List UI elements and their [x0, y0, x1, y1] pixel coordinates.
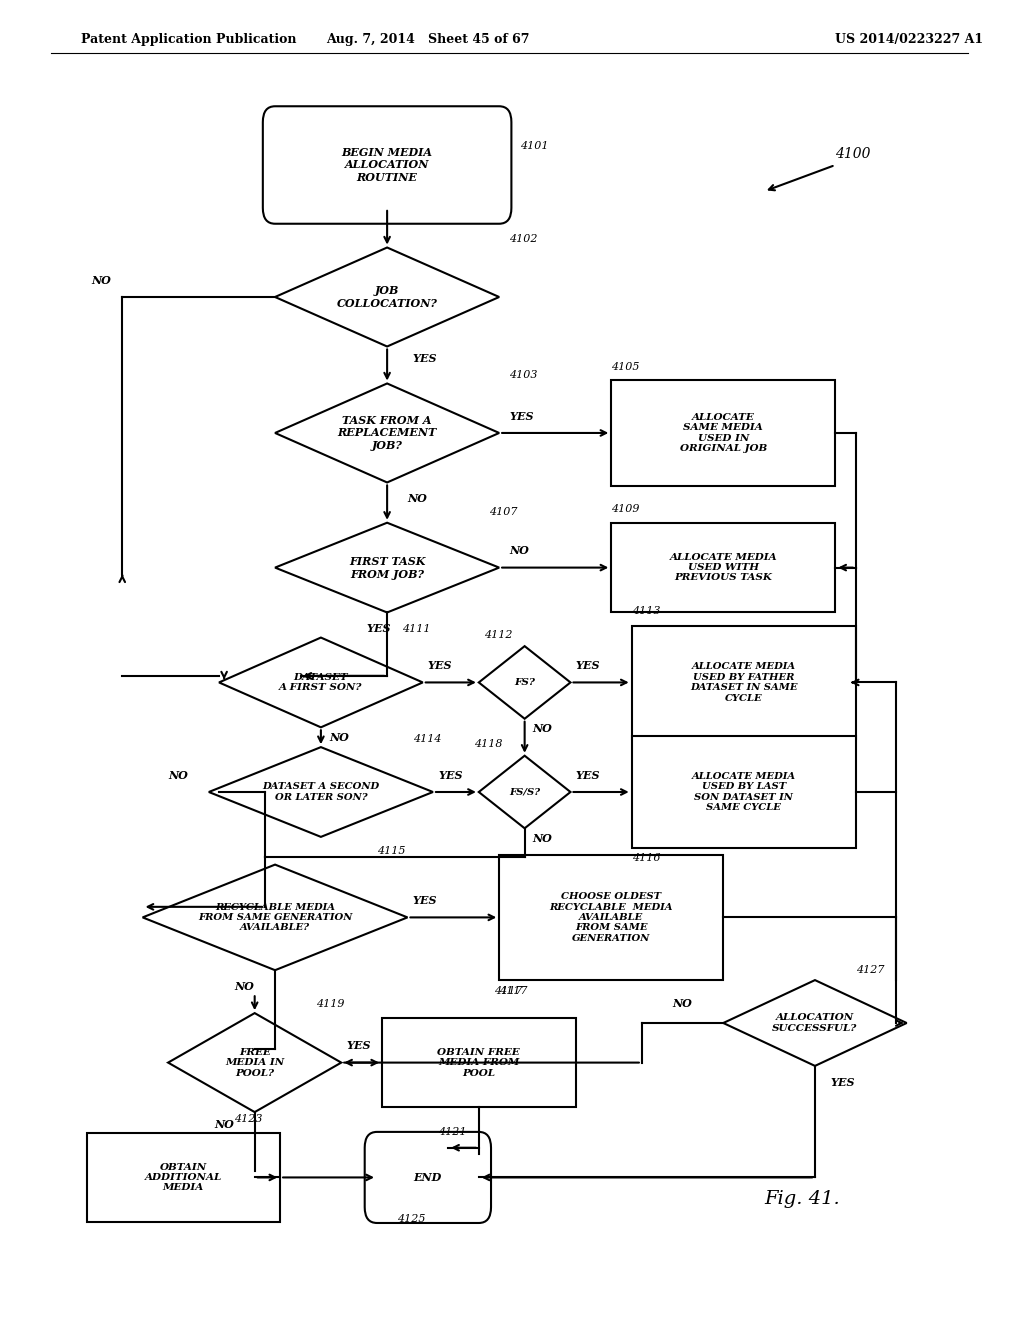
Text: NO: NO — [509, 545, 529, 557]
Text: 4123: 4123 — [234, 1114, 263, 1125]
Text: NO: NO — [234, 981, 254, 993]
Text: 4102: 4102 — [509, 234, 538, 244]
Text: 4114: 4114 — [413, 734, 441, 744]
Text: 4100: 4100 — [836, 148, 870, 161]
Text: FREE
MEDIA IN
POOL?: FREE MEDIA IN POOL? — [225, 1048, 285, 1077]
Polygon shape — [275, 523, 499, 612]
Text: FS?: FS? — [514, 678, 536, 686]
Text: 4112: 4112 — [484, 630, 512, 640]
Polygon shape — [275, 248, 499, 346]
FancyBboxPatch shape — [365, 1131, 492, 1222]
Text: NO: NO — [673, 998, 692, 1010]
Text: 4111: 4111 — [402, 624, 431, 635]
Bar — [632, 737, 856, 847]
Text: 4103: 4103 — [509, 370, 538, 380]
Text: 4121: 4121 — [438, 1127, 467, 1138]
Text: FS/S?: FS/S? — [509, 788, 541, 796]
Text: TASK FROM A
REPLACEMENT
JOB?: TASK FROM A REPLACEMENT JOB? — [338, 414, 437, 451]
Text: 4119: 4119 — [315, 999, 344, 1010]
Text: DATASET
A FIRST SON?: DATASET A FIRST SON? — [280, 673, 362, 692]
Polygon shape — [219, 638, 423, 727]
FancyBboxPatch shape — [263, 107, 511, 223]
Text: OBTAIN FREE
MEDIA FROM
POOL: OBTAIN FREE MEDIA FROM POOL — [437, 1048, 520, 1077]
Polygon shape — [479, 755, 570, 829]
Text: YES: YES — [509, 411, 534, 422]
Text: 4109: 4109 — [611, 504, 640, 515]
Text: 4125: 4125 — [397, 1214, 426, 1225]
Text: FIRST TASK
FROM JOB?: FIRST TASK FROM JOB? — [349, 556, 425, 579]
Text: ALLOCATE MEDIA
USED WITH
PREVIOUS TASK: ALLOCATE MEDIA USED WITH PREVIOUS TASK — [670, 553, 777, 582]
Text: 4116: 4116 — [632, 853, 660, 863]
Text: 4117: 4117 — [499, 986, 527, 997]
Bar — [611, 380, 836, 486]
Text: 4117: 4117 — [495, 986, 522, 997]
Text: JOB
COLLOCATION?: JOB COLLOCATION? — [337, 285, 437, 309]
Polygon shape — [723, 979, 906, 1067]
Text: NO: NO — [329, 731, 349, 743]
Text: BEGIN MEDIA
ALLOCATION
ROUTINE: BEGIN MEDIA ALLOCATION ROUTINE — [342, 147, 432, 183]
Text: Aug. 7, 2014   Sheet 45 of 67: Aug. 7, 2014 Sheet 45 of 67 — [326, 33, 529, 46]
Text: DATASET A SECOND
OR LATER SON?: DATASET A SECOND OR LATER SON? — [262, 783, 380, 801]
Bar — [87, 1133, 281, 1222]
Polygon shape — [479, 647, 570, 718]
Text: YES: YES — [830, 1077, 855, 1088]
Text: US 2014/0223227 A1: US 2014/0223227 A1 — [836, 33, 983, 46]
Text: ALLOCATE MEDIA
USED BY FATHER
DATASET IN SAME
CYCLE: ALLOCATE MEDIA USED BY FATHER DATASET IN… — [690, 663, 798, 702]
Text: ALLOCATE MEDIA
USED BY LAST
SON DATASET IN
SAME CYCLE: ALLOCATE MEDIA USED BY LAST SON DATASET … — [691, 772, 796, 812]
Text: YES: YES — [428, 660, 453, 672]
Text: YES: YES — [575, 770, 600, 781]
Polygon shape — [168, 1014, 341, 1111]
Text: OBTAIN
ADDITIONAL
MEDIA: OBTAIN ADDITIONAL MEDIA — [144, 1163, 222, 1192]
Text: YES: YES — [438, 770, 463, 781]
Text: ALLOCATION
SUCCESSFUL?: ALLOCATION SUCCESSFUL? — [772, 1014, 858, 1032]
Text: ALLOCATE
SAME MEDIA
USED IN
ORIGINAL JOB: ALLOCATE SAME MEDIA USED IN ORIGINAL JOB — [680, 413, 767, 453]
Text: 4113: 4113 — [632, 606, 660, 616]
Polygon shape — [209, 747, 433, 837]
Text: NO: NO — [532, 833, 553, 843]
Bar — [611, 523, 836, 612]
Text: NO: NO — [168, 770, 188, 781]
Text: NO: NO — [532, 723, 553, 734]
Text: YES: YES — [367, 623, 391, 635]
Text: END: END — [414, 1172, 442, 1183]
Text: NO: NO — [408, 494, 427, 504]
Text: Fig. 41.: Fig. 41. — [764, 1189, 840, 1208]
Polygon shape — [142, 865, 408, 970]
Text: RECYCLABLE MEDIA
FROM SAME GENERATION
AVAILABLE?: RECYCLABLE MEDIA FROM SAME GENERATION AV… — [198, 903, 352, 932]
Polygon shape — [275, 383, 499, 482]
Text: NO: NO — [214, 1119, 233, 1130]
Bar — [382, 1018, 575, 1107]
Text: 4105: 4105 — [611, 362, 640, 372]
Text: 4127: 4127 — [856, 965, 885, 975]
Text: 4107: 4107 — [489, 507, 517, 517]
Bar — [632, 627, 856, 739]
Text: NO: NO — [92, 275, 112, 286]
Text: YES: YES — [575, 660, 600, 672]
Text: YES: YES — [413, 354, 437, 364]
Text: YES: YES — [413, 895, 437, 907]
Text: 4101: 4101 — [519, 141, 548, 152]
Bar — [499, 855, 723, 979]
Text: 4115: 4115 — [377, 846, 406, 857]
Text: CHOOSE OLDEST
RECYCLABLE  MEDIA
AVAILABLE
FROM SAME
GENERATION: CHOOSE OLDEST RECYCLABLE MEDIA AVAILABLE… — [550, 892, 673, 942]
Text: Patent Application Publication: Patent Application Publication — [82, 33, 297, 46]
Text: 4118: 4118 — [474, 739, 502, 750]
Text: YES: YES — [346, 1040, 371, 1052]
